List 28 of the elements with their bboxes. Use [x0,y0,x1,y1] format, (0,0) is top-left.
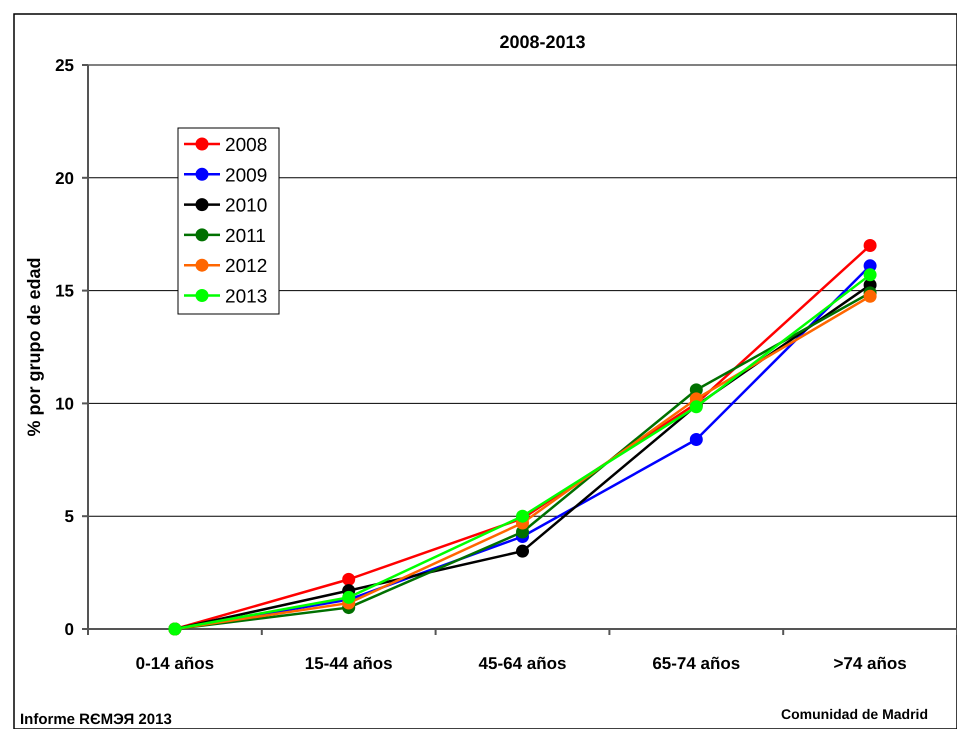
x-tick-label: 45-64 años [478,654,566,673]
y-tick-label: 5 [64,507,74,526]
point [342,590,356,604]
legend-label: 2010 [225,196,268,217]
y-tick-label: 15 [55,282,74,301]
text: Comunidad de Madrid [781,706,928,722]
y-tick-label: 10 [55,394,74,414]
text: Informe RЄMЭЯ 2013 [20,711,172,728]
x-tick-label: 65-74 años [652,654,740,673]
y-tick-label: 0 [64,620,74,639]
y-tick-label: 25 [55,56,74,75]
point [516,544,529,558]
legend-label: 2013 [225,286,268,308]
legend-label: 2008 [225,135,268,156]
legend-label: 2011 [225,226,266,247]
chart-title: 2008-2013 [499,32,586,52]
point [342,572,356,586]
point [864,268,877,282]
y-axis-title: % por grupo de edad [24,257,44,437]
point [690,432,703,446]
legend-label: 2012 [225,256,268,278]
point [864,238,877,252]
x-tick-label: 0-14 años [136,654,214,673]
x-tick-label: >74 años [833,654,907,673]
point [864,290,877,303]
y-tick-label: 20 [55,168,74,188]
x-tick-label: 15-44 años [304,654,393,673]
legend-label: 2009 [225,165,268,186]
